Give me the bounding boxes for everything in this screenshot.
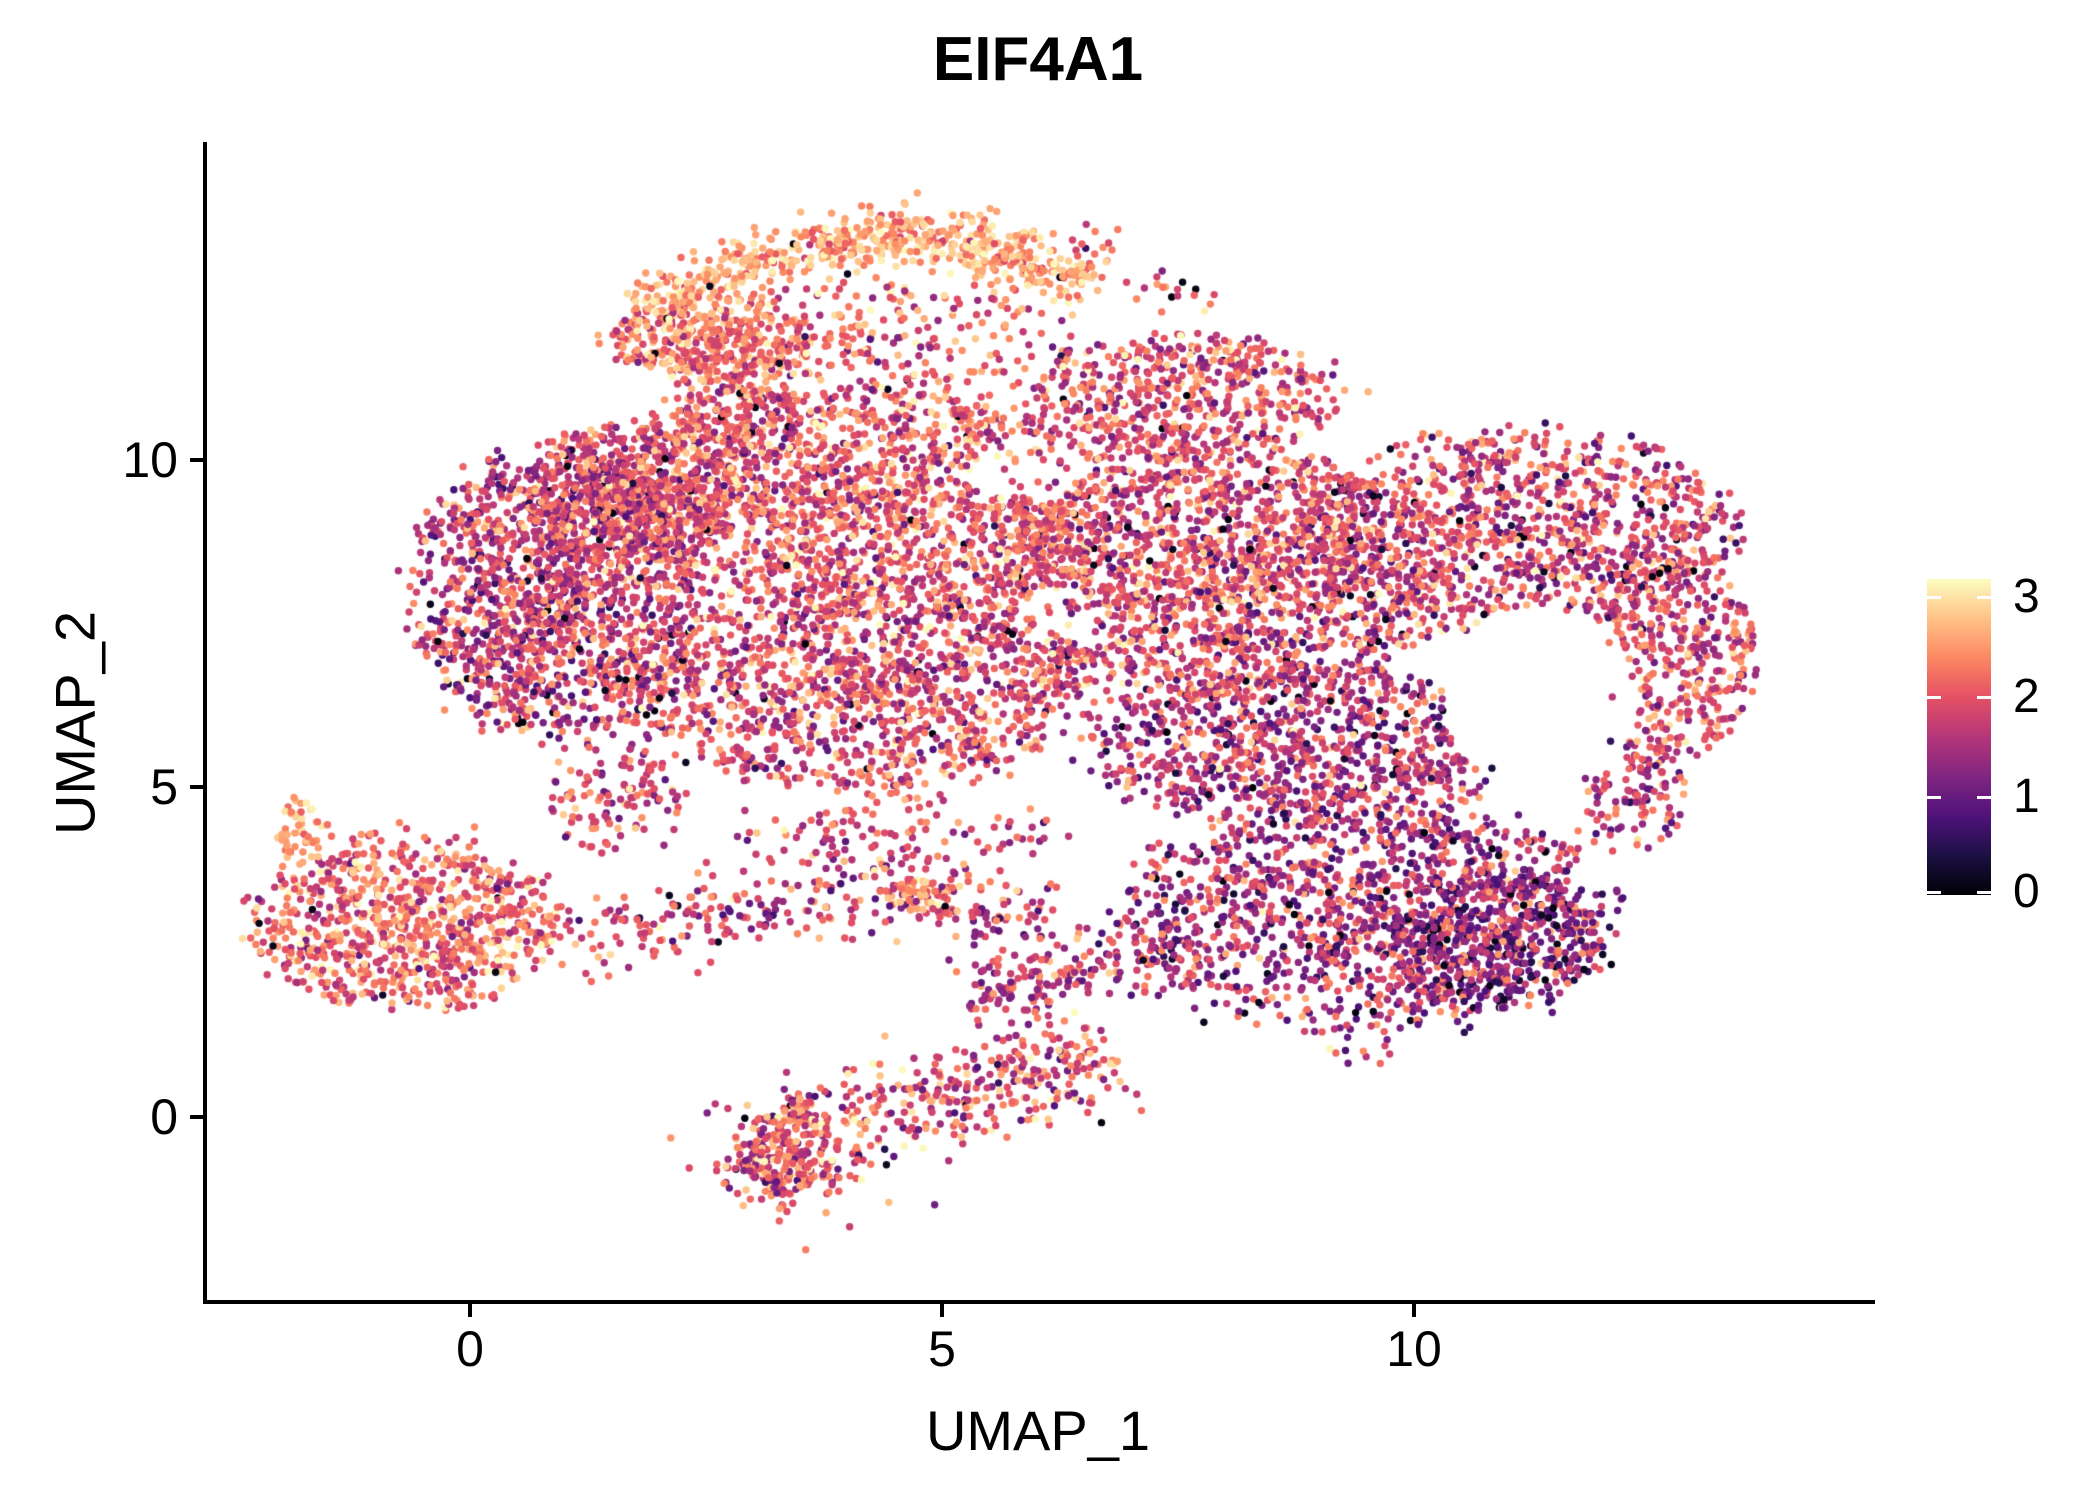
y-tick-label: 5 <box>150 759 178 815</box>
x-tick-mark <box>1412 1304 1416 1317</box>
plot-title: EIF4A1 <box>932 25 1144 94</box>
y-tick-mark <box>190 458 203 462</box>
x-tick-label: 5 <box>928 1321 956 1377</box>
y-axis-title: UMAP_2 <box>43 610 107 836</box>
y-tick-mark <box>190 785 203 789</box>
y-tick-label: 10 <box>122 432 178 488</box>
colorbar-tick-mark <box>1977 696 1991 699</box>
colorbar-gradient <box>1927 579 1991 895</box>
colorbar-tick-mark <box>1977 596 1991 599</box>
colorbar-tick-label: 3 <box>2013 570 2040 623</box>
colorbar-tick-mark <box>1927 796 1941 799</box>
colorbar-tick-mark <box>1927 696 1941 699</box>
colorbar-tick-label: 2 <box>2013 670 2040 723</box>
x-tick-mark <box>468 1304 472 1317</box>
y-tick-label: 0 <box>150 1089 178 1145</box>
colorbar-tick-mark <box>1977 796 1991 799</box>
colorbar-tick-label: 1 <box>2013 770 2040 823</box>
x-tick-label: 10 <box>1386 1321 1442 1377</box>
colorbar-tick-mark <box>1927 596 1941 599</box>
colorbar-tick-label: 0 <box>2013 865 2040 918</box>
colorbar-tick-mark <box>1927 891 1941 894</box>
colorbar-tick-mark <box>1977 891 1991 894</box>
x-tick-label: 0 <box>456 1321 484 1377</box>
y-tick-mark <box>190 1115 203 1119</box>
x-axis-line <box>203 1300 1875 1304</box>
x-tick-mark <box>940 1304 944 1317</box>
y-axis-line <box>203 142 207 1304</box>
x-axis-title: UMAP_1 <box>925 1399 1151 1462</box>
